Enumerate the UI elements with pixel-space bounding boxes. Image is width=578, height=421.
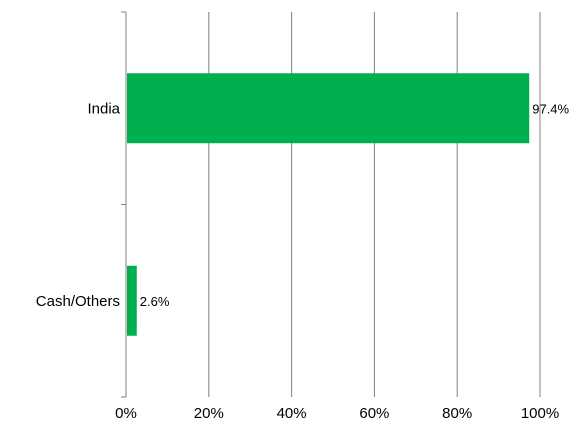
bar xyxy=(127,73,530,144)
x-tick-labels: 0% 20% 40% 60% 80% 100% xyxy=(115,405,559,421)
x-tick-label: 60% xyxy=(359,405,389,421)
x-tick-label: 100% xyxy=(521,405,559,421)
x-tick-label: 40% xyxy=(277,405,307,421)
data-label: 97.4% xyxy=(532,101,569,116)
x-tick-label: 20% xyxy=(194,405,224,421)
category-labels: India Cash/Others xyxy=(36,100,121,310)
bar xyxy=(127,265,137,336)
category-label: India xyxy=(87,100,120,117)
category-axis xyxy=(121,11,127,398)
x-tick-label: 80% xyxy=(442,405,472,421)
bars xyxy=(127,73,530,336)
category-label: Cash/Others xyxy=(36,293,120,310)
gridlines xyxy=(208,12,541,397)
x-tick-label: 0% xyxy=(115,405,137,421)
data-labels: 97.4% 2.6% xyxy=(140,101,570,309)
data-label: 2.6% xyxy=(140,294,170,309)
